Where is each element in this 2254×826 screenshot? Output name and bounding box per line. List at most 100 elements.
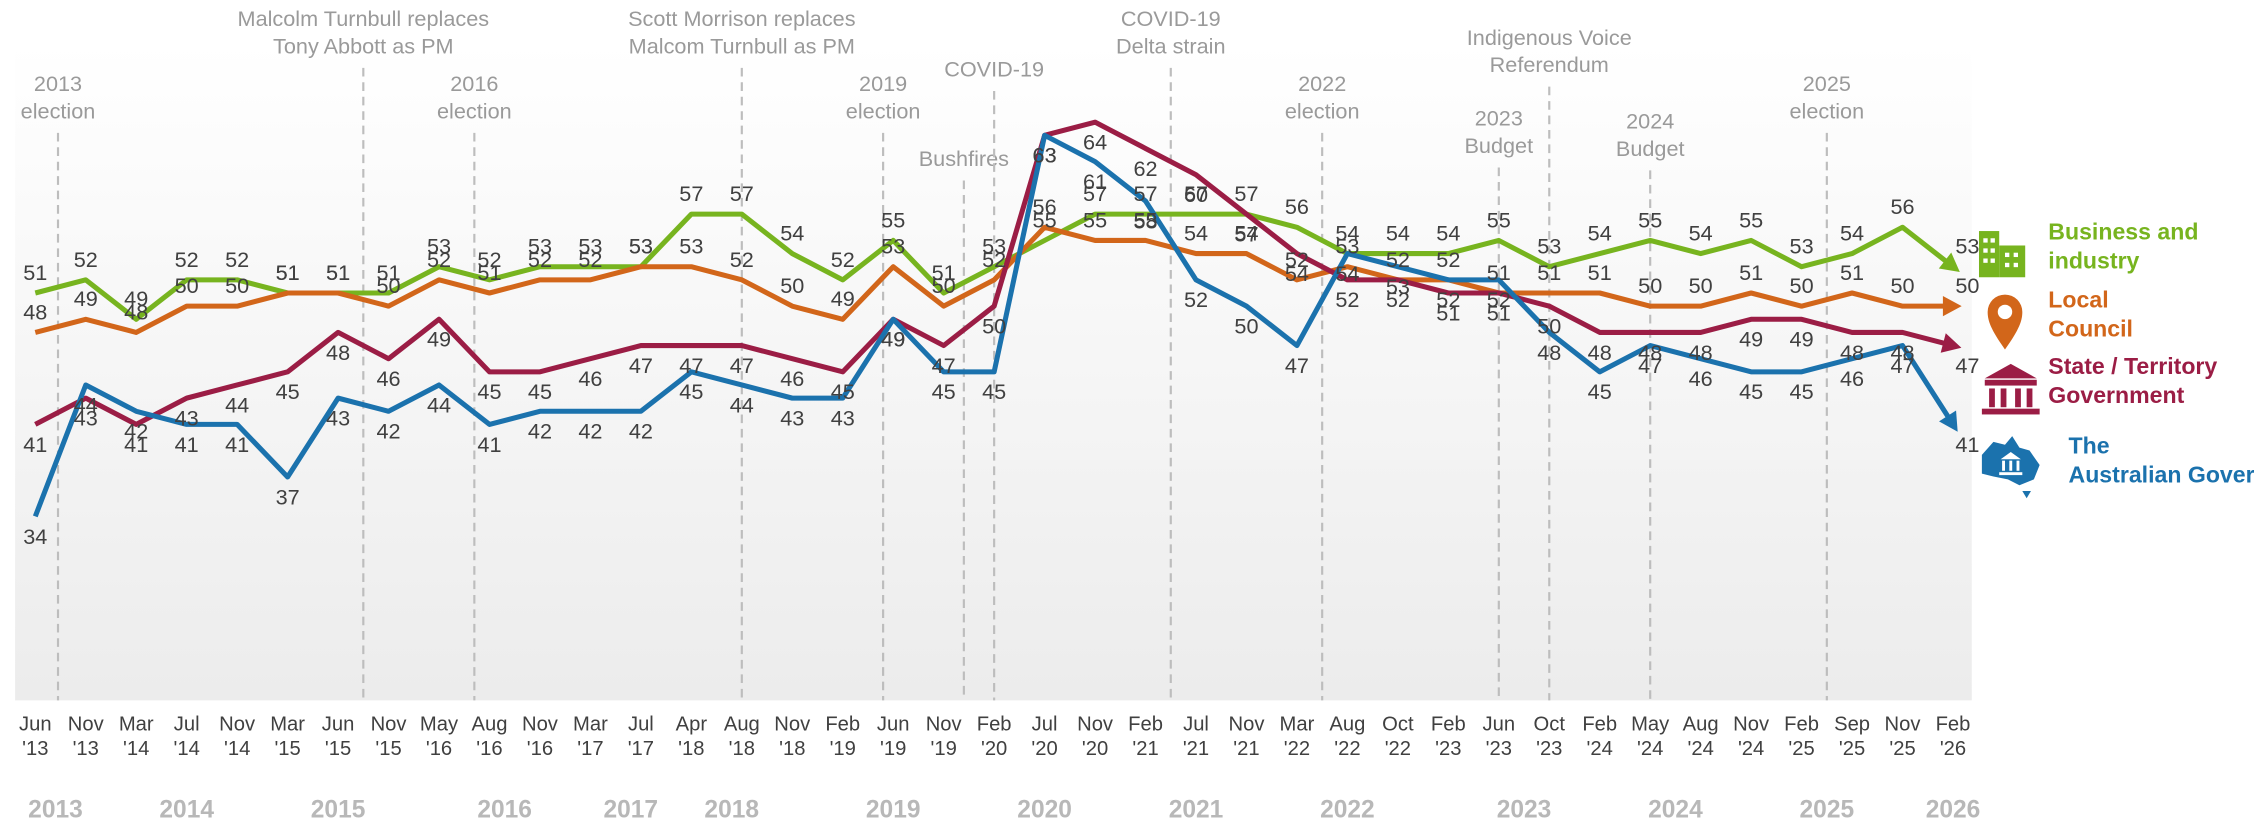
year-label: 2025 [1800, 796, 1855, 823]
annotation-label: Tony Abbott as PM [273, 33, 454, 58]
x-tick-label: Oct '22 [1382, 714, 1414, 761]
x-tick-label: May '16 [420, 714, 459, 761]
icon-part [1999, 451, 2023, 476]
x-tick-label: Feb '26 [1936, 714, 1971, 761]
x-tick-label: Nov '25 [1885, 714, 1922, 761]
data-label: 50 [225, 273, 249, 298]
data-label: 54 [1285, 261, 1309, 286]
data-label: 44 [427, 392, 451, 417]
data-label: 48 [124, 299, 148, 324]
data-label: 53 [629, 234, 653, 259]
data-label: 47 [1638, 353, 1662, 378]
data-label: 51 [1537, 260, 1561, 285]
data-label: 43 [780, 406, 804, 431]
data-label: 52 [730, 247, 754, 272]
x-tick-label: Jul '17 [628, 714, 654, 761]
annotation-label: 2023 [1475, 106, 1523, 131]
arrow-head [1939, 410, 1958, 432]
data-label: 45 [982, 379, 1006, 404]
data-label: 50 [1537, 314, 1561, 339]
icon-part [2000, 451, 2021, 460]
data-label: 49 [881, 327, 905, 352]
annotation-label: election [437, 98, 512, 123]
data-label: 54 [1335, 261, 1359, 286]
data-label: 55 [1638, 207, 1662, 232]
legend-label: Local Council [2048, 287, 2133, 342]
data-label: 57 [1234, 222, 1258, 247]
annotation-label: Malcolm Turnbull replaces [238, 6, 490, 31]
icon-part [2013, 252, 2018, 258]
data-label: 54 [1840, 221, 1864, 246]
data-label: 53 [1335, 234, 1359, 259]
x-tick-label: Jun '13 [19, 714, 52, 761]
data-label: 52 [1386, 247, 1410, 272]
icon-part [1997, 304, 2013, 320]
data-label: 57 [1083, 181, 1107, 206]
data-label: 52 [1436, 287, 1460, 312]
year-label: 2026 [1926, 796, 1981, 823]
x-tick-label: Nov '16 [522, 714, 559, 761]
legend-label: Business and industry [2048, 219, 2198, 274]
legend-icon [1978, 231, 2026, 278]
data-label: 50 [1955, 273, 1979, 298]
data-label: 54 [1386, 221, 1410, 246]
annotation-label: election [21, 98, 96, 123]
data-label: 37 [276, 484, 300, 509]
icon-part [2002, 460, 2005, 471]
data-label: 50 [982, 314, 1006, 339]
data-label: 42 [377, 419, 401, 444]
data-label: 41 [175, 432, 199, 457]
year-label: 2015 [311, 796, 366, 823]
data-label: 47 [679, 353, 703, 378]
data-label: 47 [1890, 353, 1914, 378]
data-label: 51 [1487, 300, 1511, 325]
data-label: 42 [629, 419, 653, 444]
data-label: 51 [1487, 260, 1511, 285]
series-line [32, 132, 1956, 518]
data-label: 57 [679, 181, 703, 206]
annotation-label: COVID-19 [1121, 6, 1221, 31]
icon-part [2016, 460, 2020, 471]
icon-part [1999, 245, 2026, 278]
annotation-label: Scott Morrison replaces [628, 6, 856, 31]
year-label: 2024 [1648, 796, 1703, 823]
data-label: 55 [1083, 207, 1107, 232]
data-label: 49 [831, 286, 855, 311]
data-label: 44 [730, 392, 754, 417]
data-label: 51 [1436, 300, 1460, 325]
annotation-label: 2019 [859, 71, 907, 96]
x-tick-label: Jul '14 [174, 714, 200, 761]
data-label: 41 [477, 432, 501, 457]
data-label: 50 [780, 273, 804, 298]
annotation-label: Indigenous Voice [1467, 25, 1632, 50]
data-label: 51 [23, 260, 47, 285]
data-label: 54 [1234, 221, 1258, 246]
x-tick-label: Nov '15 [371, 714, 408, 761]
x-tick-label: Feb '21 [1128, 714, 1163, 761]
data-label: 52 [427, 247, 451, 272]
x-tick-label: Oct '23 [1534, 714, 1566, 761]
x-tick-label: Mar '22 [1280, 714, 1315, 761]
data-label: 46 [1840, 366, 1864, 391]
data-label: 52 [528, 247, 552, 272]
data-label: 50 [377, 273, 401, 298]
x-tick-label: Feb '25 [1784, 714, 1819, 761]
data-label: 52 [982, 247, 1006, 272]
data-label: 49 [1739, 327, 1763, 352]
legend-label: State / Territory Government [2048, 353, 2217, 408]
data-label: 52 [1184, 287, 1208, 312]
data-label: 53 [1386, 274, 1410, 299]
icon-part [1983, 258, 1988, 263]
data-label: 53 [1955, 234, 1979, 259]
icon-part [1990, 238, 1995, 243]
data-label: 42 [578, 419, 602, 444]
annotation-label: 2024 [1626, 109, 1674, 134]
data-label: 51 [276, 260, 300, 285]
icon-part [1983, 238, 2018, 268]
arrow-head [1942, 296, 1962, 317]
year-label: 2023 [1497, 796, 1552, 823]
data-label: 52 [1285, 247, 1309, 272]
data-label: 53 [1537, 234, 1561, 259]
x-tick-label: Jun '19 [877, 714, 910, 761]
